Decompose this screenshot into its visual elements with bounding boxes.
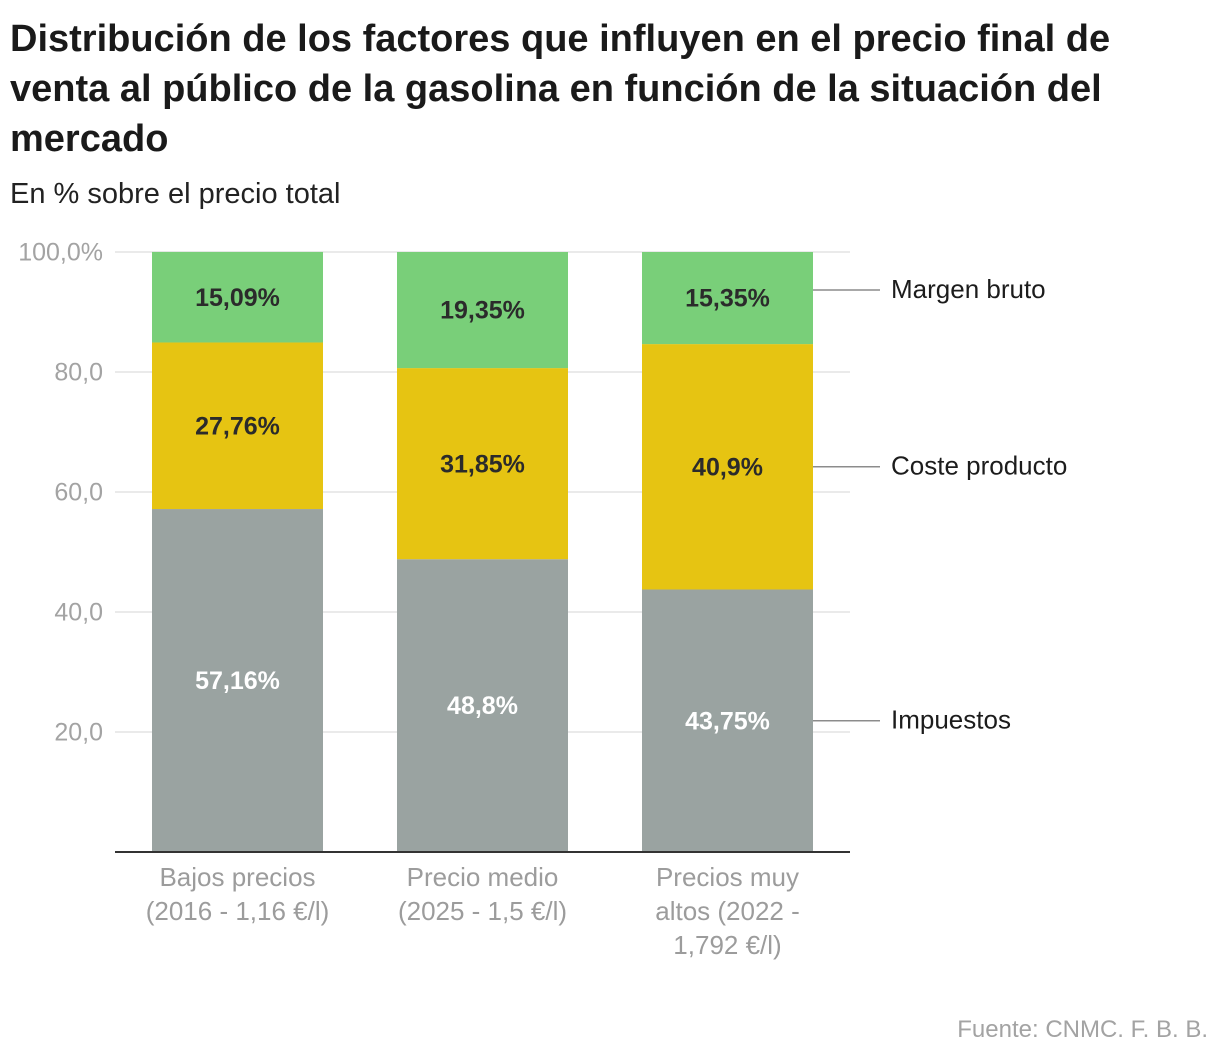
x-category-label: altos (2022 - <box>655 896 800 926</box>
data-label: 19,35% <box>440 297 525 325</box>
chart-subtitle: En % sobre el precio total <box>10 178 341 210</box>
chart-title: Distribución de los factores que influye… <box>10 18 1111 160</box>
y-tick-label: 80,0 <box>54 359 103 387</box>
data-label: 31,85% <box>440 450 525 478</box>
data-label: 15,09% <box>195 284 280 312</box>
bar-segment <box>397 252 568 369</box>
source-note: Fuente: CNMC. F. B. B. <box>957 1016 1208 1043</box>
data-label: 15,35% <box>685 285 770 313</box>
data-label: 48,8% <box>447 692 518 720</box>
data-label: 43,75% <box>685 707 770 735</box>
x-category-label: 1,792 €/l) <box>673 930 781 960</box>
y-tick-label: 60,0 <box>54 479 103 507</box>
y-tick-label: 40,0 <box>54 599 103 627</box>
legend-label: Coste producto <box>891 451 1067 481</box>
y-tick-label: 100,0% <box>18 239 103 267</box>
data-label: 57,16% <box>195 667 280 695</box>
data-label: 27,76% <box>195 412 280 440</box>
x-category-label: (2016 - 1,16 €/l) <box>146 896 330 926</box>
bar-segment <box>152 509 323 852</box>
bar-segment <box>397 559 568 852</box>
bar-segment <box>397 368 568 560</box>
bar-segment <box>642 344 813 590</box>
bar-segment <box>642 252 813 345</box>
bar-segment <box>642 589 813 852</box>
y-tick-label: 20,0 <box>54 719 103 747</box>
x-category-label: Bajos precios <box>159 862 315 892</box>
x-category-label: (2025 - 1,5 €/l) <box>398 896 567 926</box>
legend-label: Impuestos <box>891 705 1011 735</box>
legend-label: Margen bruto <box>891 274 1046 304</box>
x-category-label: Precio medio <box>407 862 559 892</box>
data-label: 40,9% <box>692 453 763 481</box>
bar-segment <box>152 251 323 343</box>
bar-segment <box>152 342 323 510</box>
x-category-label: Precios muy <box>656 862 799 892</box>
